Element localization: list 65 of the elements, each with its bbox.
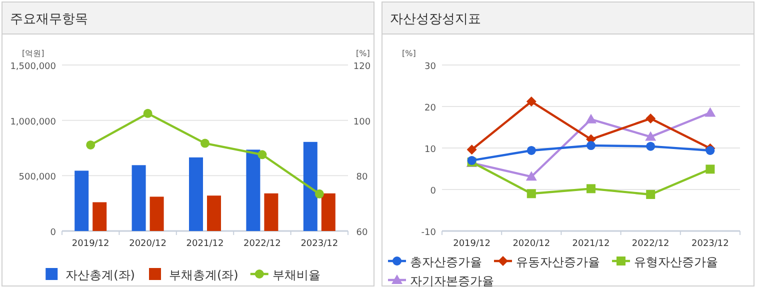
legend-label: 부채비율 <box>272 268 320 282</box>
legend-label: 유형자산증가율 <box>634 255 718 269</box>
x-tick-label: 2022/12 <box>632 239 670 249</box>
x-tick-label: 2021/12 <box>186 239 224 249</box>
x-tick-label: 2023/12 <box>692 239 729 249</box>
y-tick-label: 0 <box>50 228 56 238</box>
bar <box>92 202 107 231</box>
y2-tick-label: 120 <box>353 62 371 72</box>
y-axis-title: [%] <box>402 49 416 58</box>
legend-label: 총자산증가율 <box>410 255 482 269</box>
point <box>704 107 716 117</box>
bar <box>74 170 89 231</box>
y-tick-label: 0 <box>430 186 436 196</box>
y2-axis-title: [%] <box>356 49 370 58</box>
y-tick-label: 1,500,000 <box>10 62 56 72</box>
point <box>526 189 536 198</box>
bar <box>246 150 260 231</box>
point <box>646 190 656 199</box>
point <box>200 138 210 148</box>
y2-tick-label: 60 <box>356 228 368 238</box>
point <box>314 189 324 198</box>
x-tick-label: 2020/12 <box>512 239 550 249</box>
y-tick-label: 10 <box>424 145 436 155</box>
point <box>706 146 715 155</box>
x-tick-label: 2019/12 <box>72 239 110 249</box>
x-tick-label: 2023/12 <box>300 239 338 249</box>
point <box>646 114 656 124</box>
x-tick-label: 2021/12 <box>572 239 610 249</box>
bar <box>207 196 221 231</box>
point <box>706 164 715 174</box>
legend-label: 부채총계(좌) <box>169 268 238 282</box>
bar <box>303 142 318 231</box>
y-axis-title: [억원] <box>22 49 44 58</box>
legend-label: 자기자본증가율 <box>410 274 494 288</box>
point <box>646 142 656 151</box>
point <box>526 146 536 155</box>
bar <box>132 165 146 231</box>
bar <box>150 196 164 231</box>
chart-title: 주요재무항목 <box>10 12 88 27</box>
x-tick-label: 2022/12 <box>244 239 281 249</box>
y-tick-label: 500,000 <box>18 172 56 183</box>
y-tick-label: 30 <box>424 62 436 72</box>
point <box>586 141 596 150</box>
legend-label: 자산총계(좌) <box>66 268 135 282</box>
point <box>143 108 152 118</box>
point <box>586 184 596 194</box>
y-tick-label: 20 <box>424 104 436 114</box>
x-tick-label: 2019/12 <box>453 239 490 249</box>
bar <box>189 157 203 231</box>
point <box>526 96 536 107</box>
point <box>586 114 596 124</box>
point <box>86 140 96 150</box>
legend-label: 유동자산증가율 <box>516 255 600 269</box>
point <box>258 150 267 160</box>
point <box>466 144 477 155</box>
y2-tick-label: 100 <box>353 117 371 128</box>
x-tick-label: 2020/12 <box>129 239 166 249</box>
y-tick-label: 1,000,000 <box>10 117 56 128</box>
bar <box>321 193 336 231</box>
point <box>645 131 656 141</box>
point <box>526 171 537 181</box>
bar <box>264 193 278 231</box>
y2-tick-label: 80 <box>356 172 368 183</box>
chart-title: 자산성장성지표 <box>390 12 481 27</box>
y-tick-label: -10 <box>421 228 436 238</box>
